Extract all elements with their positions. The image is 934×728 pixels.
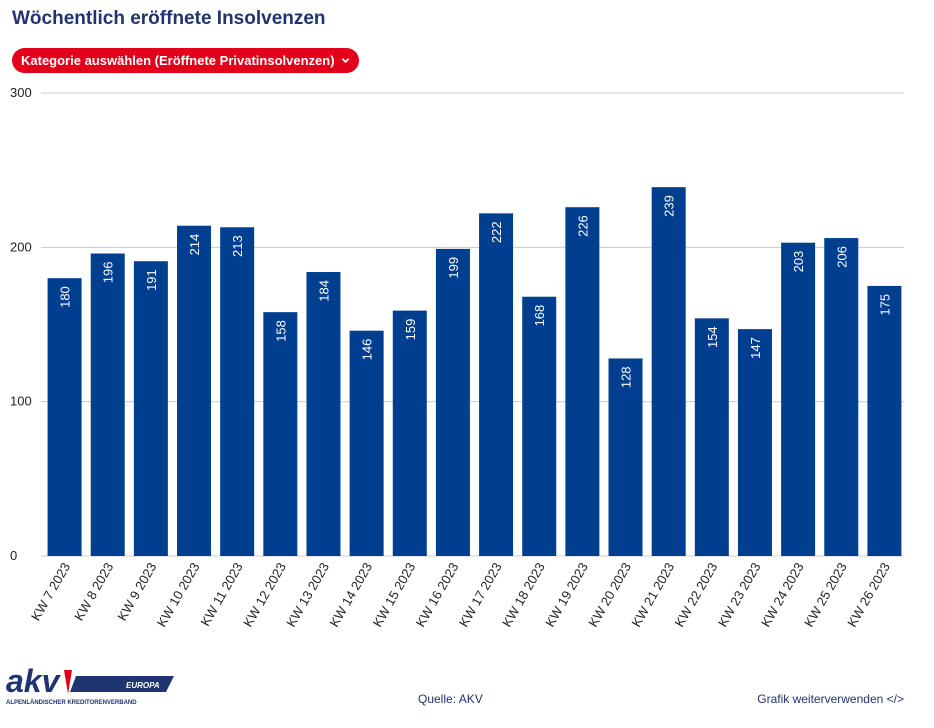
chevron-down-icon	[341, 58, 349, 64]
x-tick-label: KW 13 2023	[283, 560, 332, 629]
svg-text:ALPENLÄNDISCHER KREDITORENVERB: ALPENLÄNDISCHER KREDITORENVERBAND	[6, 699, 137, 706]
bar-data-label: 203	[791, 251, 806, 273]
bar-data-label: 147	[748, 337, 763, 359]
bar-data-label: 226	[575, 215, 590, 237]
bar-data-label: 206	[834, 246, 849, 268]
x-tick-label: KW 25 2023	[801, 560, 850, 629]
svg-text:EUROPA: EUROPA	[126, 681, 160, 690]
bar-data-label: 196	[101, 262, 116, 284]
y-tick-label: 0	[10, 548, 17, 563]
x-tick-label: KW 16 2023	[413, 560, 462, 629]
x-tick-label: KW 19 2023	[542, 560, 591, 629]
bar-data-label: 146	[360, 339, 375, 361]
svg-text:akv: akv	[6, 664, 62, 699]
bar	[824, 238, 859, 556]
bar-data-label: 239	[662, 195, 677, 217]
bar	[479, 213, 514, 556]
x-tick-label: KW 23 2023	[715, 560, 764, 629]
bar-data-label: 199	[446, 257, 461, 279]
x-tick-label: KW 15 2023	[370, 560, 419, 629]
bar-data-label: 222	[489, 221, 504, 243]
bar	[522, 296, 557, 556]
akv-logo: akv EUROPA ALPENLÄNDISCHER KREDITORENVER…	[6, 663, 186, 713]
bar	[694, 318, 729, 556]
bar-data-label: 158	[273, 320, 288, 342]
bar-data-label: 213	[230, 235, 245, 257]
bar	[90, 253, 125, 557]
bar-chart: 0 100 200 300 180 KW 7 2023 196 KW 8 2023 191 KW …	[10, 85, 904, 629]
chart-title: Wöchentlich eröffnete Insolvenzen	[12, 8, 326, 29]
y-tick-label: 100	[10, 394, 32, 409]
bar	[392, 310, 427, 556]
bar	[177, 225, 212, 556]
bar-data-label: 168	[532, 305, 547, 327]
source-label: Quelle: AKV	[418, 692, 483, 706]
x-tick-label: KW 12 2023	[240, 560, 289, 629]
category-dropdown-label: Kategorie auswählen (Eröffnete Privatins…	[21, 53, 335, 68]
x-tick-label: KW 10 2023	[154, 560, 203, 629]
bar	[781, 242, 816, 556]
bar-data-label: 154	[705, 326, 720, 348]
bar	[565, 207, 600, 556]
bar	[133, 261, 168, 556]
x-tick-label: KW 21 2023	[629, 560, 678, 629]
x-tick-label: KW 24 2023	[758, 560, 807, 629]
bar-data-label: 180	[58, 286, 73, 308]
x-tick-label: KW 26 2023	[844, 560, 893, 629]
x-tick-label: KW 7 2023	[28, 560, 73, 623]
x-tick-label: KW 9 2023	[114, 560, 159, 623]
x-tick-label: KW 22 2023	[672, 560, 721, 629]
x-tick-label: KW 11 2023	[197, 560, 245, 629]
category-dropdown[interactable]: Kategorie auswählen (Eröffnete Privatins…	[12, 48, 359, 73]
x-tick-label: KW 17 2023	[456, 560, 505, 629]
reuse-graphic-link[interactable]: Grafik weiterverwenden </>	[757, 692, 904, 706]
bar-data-label: 191	[144, 269, 159, 291]
bar-data-label: 175	[877, 294, 892, 316]
x-tick-label: KW 18 2023	[499, 560, 548, 629]
bar	[220, 227, 255, 556]
y-tick-label: 200	[10, 239, 32, 254]
bar	[435, 248, 470, 557]
bar	[263, 312, 298, 556]
bar-data-label: 184	[316, 280, 331, 302]
bar	[651, 187, 686, 557]
bar-data-label: 214	[187, 234, 202, 256]
bar	[867, 285, 902, 556]
bar-data-label: 128	[619, 366, 634, 388]
x-tick-label: KW 14 2023	[326, 560, 375, 629]
y-tick-label: 300	[10, 85, 32, 100]
bar	[306, 272, 341, 556]
bar	[737, 329, 772, 556]
bar-data-label: 159	[403, 319, 418, 341]
bar	[608, 358, 643, 556]
akv-logo-graphic: akv EUROPA ALPENLÄNDISCHER KREDITORENVER…	[6, 663, 174, 706]
x-tick-label: KW 20 2023	[585, 560, 634, 629]
bar	[47, 278, 82, 556]
bar	[349, 330, 384, 556]
x-tick-label: KW 8 2023	[71, 560, 116, 623]
